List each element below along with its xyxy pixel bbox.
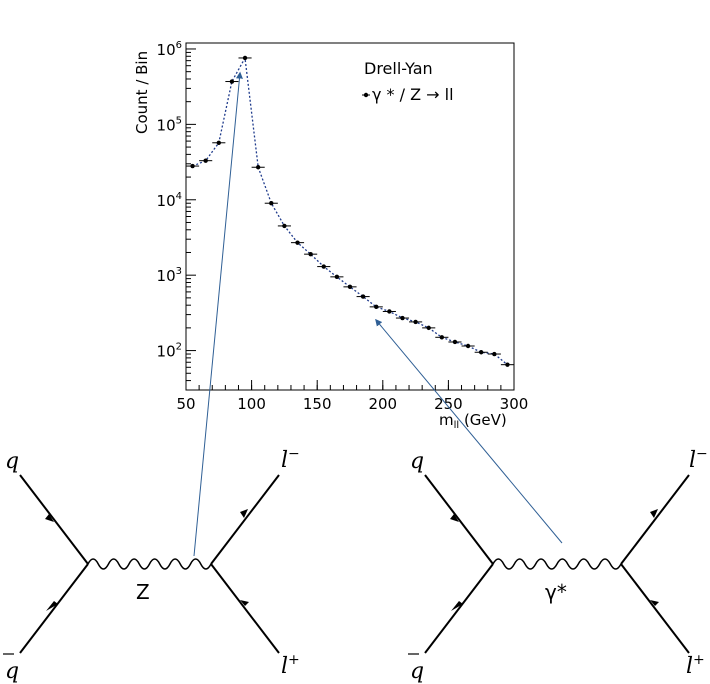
svg-text:q: q — [5, 659, 19, 684]
y-tick-label: 104 — [157, 191, 182, 210]
lepton-plus-arrow — [650, 600, 659, 606]
outgoing-lepton-plus-line — [210, 563, 280, 654]
plot-frame — [185, 42, 515, 391]
data-point — [203, 158, 208, 163]
data-point — [452, 339, 458, 345]
data-point — [216, 140, 221, 145]
legend-title: Drell-Yan — [364, 59, 433, 78]
outgoing-lepton-minus-line — [620, 474, 690, 565]
z-boson-propagator — [87, 558, 212, 570]
series-connector-line — [192, 55, 508, 366]
label-lepton-plus: l+ — [281, 652, 300, 679]
data-point — [360, 294, 366, 299]
data-point — [492, 351, 497, 357]
quark-arrow — [450, 514, 459, 522]
arrow-z-to-peak — [193, 71, 243, 557]
data-point — [400, 315, 405, 321]
arrow-photon-to-tail — [375, 318, 563, 544]
y-tick-label: 102 — [157, 342, 182, 361]
x-tick-label: 50 — [176, 395, 195, 413]
legend-marker — [363, 92, 369, 98]
mass-spectrum-chart: 50 100 150 200 250 300 102 103 104 105 106 Count … — [133, 40, 528, 431]
data-point — [242, 55, 248, 61]
x-axis-label: mll (GeV) — [439, 411, 507, 431]
lepton-plus-arrow — [240, 600, 249, 606]
data-point — [255, 165, 261, 170]
data-point — [426, 325, 431, 331]
lepton-minus-arrow — [650, 509, 658, 518]
data-point — [321, 264, 326, 269]
label-antiquark: q — [408, 653, 424, 684]
data-point — [190, 163, 195, 169]
y-ticks: 102 103 104 105 106 — [157, 40, 196, 361]
data-point — [465, 343, 471, 349]
y-tick-label: 103 — [157, 266, 182, 285]
x-ticks: 50 100 150 200 250 300 — [176, 380, 528, 413]
data-point — [347, 284, 353, 290]
data-point — [282, 223, 287, 229]
data-point — [439, 335, 445, 340]
data-point — [374, 304, 379, 310]
legend-entry: γ * / Z → ll — [362, 85, 454, 104]
outgoing-lepton-plus-line — [620, 563, 690, 654]
outgoing-lepton-minus-line — [210, 474, 280, 565]
data-point — [295, 240, 300, 245]
incoming-quark-line — [424, 474, 494, 565]
data-point — [413, 319, 418, 325]
y-tick-label: 106 — [157, 40, 182, 59]
incoming-antiquark-line — [424, 563, 494, 654]
x-tick-label: 150 — [303, 395, 332, 413]
data-point — [229, 79, 235, 84]
x-tick-label: 250 — [434, 395, 463, 413]
label-photon: γ* — [545, 580, 567, 604]
incoming-quark-line — [19, 474, 89, 565]
quark-arrow — [45, 514, 54, 522]
antiquark-arrow — [451, 601, 463, 611]
label-quark: q — [5, 449, 19, 474]
data-point — [479, 350, 484, 355]
label-lepton-minus: l− — [689, 446, 708, 473]
label-z-boson: Z — [136, 580, 150, 604]
lepton-minus-arrow — [240, 509, 248, 518]
legend-series-label: γ * / Z → ll — [372, 85, 454, 104]
svg-text:q: q — [410, 659, 424, 684]
y-tick-label: 105 — [157, 115, 182, 134]
antiquark-arrow — [46, 601, 58, 611]
data-point — [505, 362, 510, 367]
data-point — [387, 309, 392, 314]
x-tick-label: 100 — [237, 395, 266, 413]
data-points — [186, 55, 514, 367]
data-point — [308, 251, 313, 257]
label-quark: q — [410, 449, 424, 474]
y-axis-label: Count / Bin — [133, 51, 151, 134]
incoming-antiquark-line — [19, 563, 89, 654]
x-tick-label: 300 — [500, 395, 529, 413]
photon-propagator — [492, 558, 622, 570]
label-lepton-minus: l− — [281, 446, 300, 473]
data-point — [334, 274, 340, 280]
label-antiquark: q — [3, 653, 19, 684]
y-minor-ticks — [186, 51, 191, 391]
data-point — [269, 201, 274, 206]
x-tick-label: 200 — [368, 395, 397, 413]
feynman-diagram-z: q q l− l+ Z — [3, 446, 300, 684]
label-lepton-plus: l+ — [686, 652, 705, 679]
feynman-diagram-photon: q q l− l+ γ* — [408, 446, 708, 684]
